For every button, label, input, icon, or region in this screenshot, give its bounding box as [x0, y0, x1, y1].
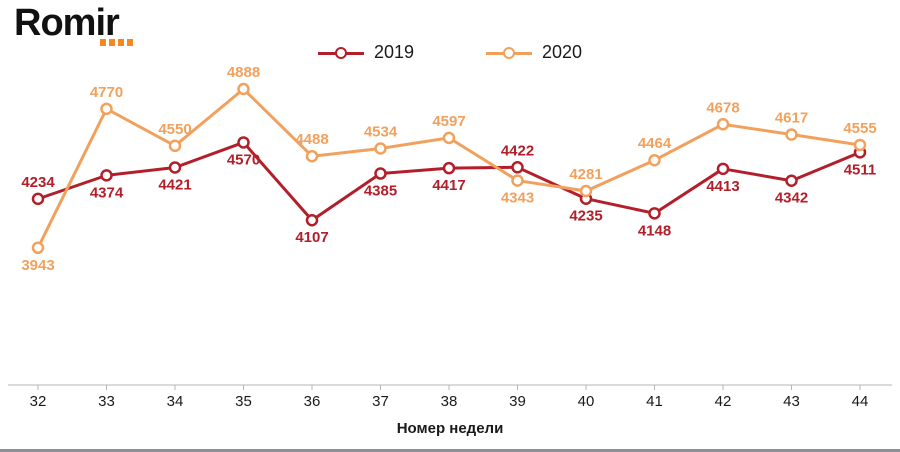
- x-tick-label: 38: [441, 393, 458, 410]
- x-tick-label: 35: [235, 393, 252, 410]
- value-label-2019: 4422: [501, 142, 534, 159]
- data-point-2019: [100, 169, 113, 182]
- data-point-2020: [168, 139, 182, 153]
- romir-logo-text: Romir: [14, 2, 120, 44]
- data-point-2020: [100, 102, 113, 116]
- value-label-2019: 4107: [295, 229, 328, 246]
- data-point-2019: [237, 136, 250, 149]
- data-point-2019: [785, 174, 798, 187]
- value-label-2020: 3943: [21, 257, 54, 274]
- data-point-2019: [31, 192, 45, 206]
- data-point-2019: [168, 161, 182, 174]
- data-point-2020: [648, 153, 661, 167]
- value-label-2019: 4235: [569, 208, 602, 225]
- romir-logo: Romir: [14, 0, 194, 52]
- x-tick-label: 42: [715, 393, 732, 410]
- x-axis-title: Номер недели: [396, 420, 504, 437]
- value-label-2020: 4555: [843, 120, 876, 137]
- romir-logo-dots: [100, 39, 133, 46]
- x-tick-label: 32: [30, 393, 47, 410]
- value-label-2020: 4281: [569, 166, 602, 183]
- data-point-2020: [31, 241, 45, 255]
- data-point-2019: [374, 167, 387, 180]
- x-tick-label: 40: [578, 393, 595, 410]
- x-tick-label: 41: [646, 393, 663, 410]
- data-point-2019: [305, 213, 319, 227]
- x-tick-label: 37: [372, 393, 389, 410]
- x-tick-label: 43: [783, 393, 800, 410]
- data-point-2020: [785, 128, 798, 141]
- data-point-2020: [442, 131, 456, 145]
- value-label-2019: 4417: [432, 177, 465, 194]
- data-point-2019: [511, 161, 524, 174]
- value-label-2020: 4770: [90, 84, 123, 101]
- value-label-2019: 4421: [158, 176, 191, 193]
- data-point-2020: [237, 82, 250, 96]
- value-label-2020: 4464: [638, 135, 672, 152]
- data-point-2019: [648, 207, 661, 220]
- value-label-2020: 4534: [364, 123, 398, 140]
- x-tick-label: 33: [98, 393, 115, 410]
- value-label-2020: 4550: [158, 121, 191, 138]
- data-point-2020: [305, 149, 319, 163]
- value-label-2019: 4570: [227, 151, 260, 168]
- value-label-2020: 4597: [432, 113, 465, 130]
- data-point-2020: [374, 142, 387, 155]
- value-label-2019: 4511: [844, 161, 877, 178]
- value-label-2020: 4888: [227, 64, 260, 81]
- bottom-strip: [0, 449, 900, 452]
- data-point-2020: [511, 174, 524, 187]
- value-label-2019: 4374: [90, 184, 124, 201]
- value-label-2019: 4234: [21, 174, 55, 191]
- value-label-2019: 4342: [775, 190, 808, 207]
- value-label-2020: 4617: [775, 110, 808, 127]
- value-label-2019: 4413: [706, 178, 739, 195]
- x-tick-label: 44: [852, 393, 869, 410]
- data-point-2019: [442, 161, 456, 175]
- value-label-2020: 4343: [501, 190, 534, 207]
- data-point-2019: [716, 162, 730, 176]
- value-label-2020: 4678: [706, 99, 739, 116]
- x-tick-label: 34: [167, 393, 184, 410]
- data-point-2020: [853, 138, 867, 152]
- x-tick-label: 39: [509, 393, 526, 410]
- x-tick-label: 36: [304, 393, 321, 410]
- data-point-2020: [579, 184, 593, 198]
- value-label-2020: 4488: [295, 131, 328, 148]
- value-label-2019: 4148: [638, 222, 671, 239]
- value-label-2019: 4385: [364, 183, 397, 200]
- data-point-2020: [716, 118, 730, 131]
- line-chart: 32 33 34 35 36 37 38 39 40 41 42 43 44 4234 4374 4421 45…: [8, 64, 892, 410]
